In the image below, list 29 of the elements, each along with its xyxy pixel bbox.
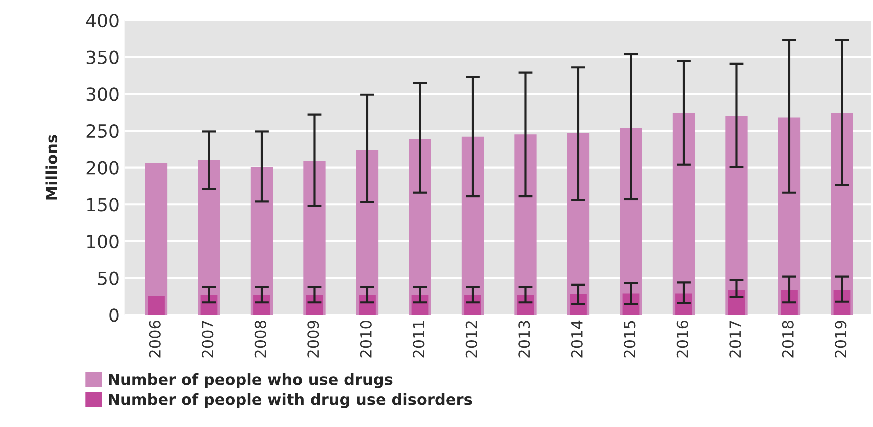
x-tick-label: 2015 <box>624 321 636 358</box>
x-tick-label: 2006 <box>149 320 161 358</box>
x-tick-label: 2009 <box>308 321 320 358</box>
y-tick-label: 100 <box>88 234 119 249</box>
y-tick-label: 300 <box>86 88 119 102</box>
x-tick-label: 2012 <box>466 322 478 358</box>
y-tick-label: 200 <box>86 161 119 175</box>
x-tick-label: 2017 <box>730 321 742 358</box>
x-tick-label: 2007 <box>202 321 214 358</box>
x-tick-label: 2016 <box>676 320 688 358</box>
y-tick-label: 0 <box>110 308 119 322</box>
x-tick-label: 2019 <box>835 321 847 358</box>
bar <box>728 290 746 316</box>
y-axis-title: Millions <box>46 135 58 200</box>
x-tick-label: 2018 <box>782 321 794 358</box>
y-tick-label: 350 <box>86 50 119 64</box>
x-tick-label: 2008 <box>254 321 266 358</box>
x-tick-label: 2013 <box>518 321 530 358</box>
legend-label: Number of people who use drugs <box>109 374 393 388</box>
y-tick-label: 50 <box>98 272 119 286</box>
y-tick-label: 250 <box>86 124 119 138</box>
bar <box>148 296 165 316</box>
x-tick-label: 2011 <box>413 321 425 358</box>
bar <box>145 163 168 316</box>
x-tick-label: 2010 <box>360 321 372 358</box>
x-tick-label: 2014 <box>571 320 583 358</box>
legend-label: Number of people with drug use disorders <box>109 393 472 408</box>
y-tick-label: 150 <box>88 198 119 212</box>
y-tick-label: 400 <box>86 14 119 28</box>
